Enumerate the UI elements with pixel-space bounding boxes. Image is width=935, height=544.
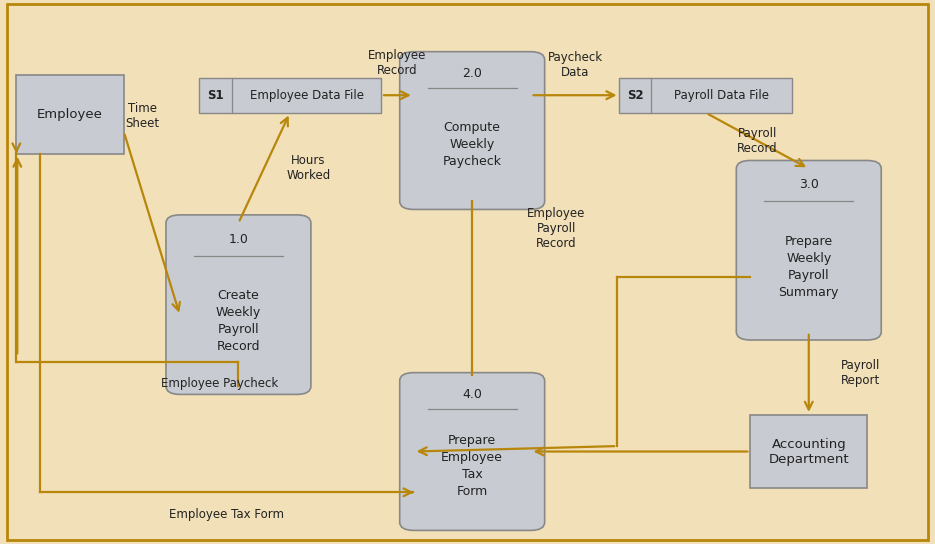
FancyBboxPatch shape: [7, 4, 928, 540]
Text: Prepare
Employee
Tax
Form: Prepare Employee Tax Form: [441, 434, 503, 498]
Bar: [16, 75, 124, 153]
Text: Prepare
Weekly
Payroll
Summary: Prepare Weekly Payroll Summary: [779, 234, 839, 299]
Text: Employee Data File: Employee Data File: [250, 89, 364, 102]
FancyBboxPatch shape: [166, 215, 310, 394]
Text: Paycheck
Data: Paycheck Data: [548, 51, 602, 79]
Text: Accounting
Department: Accounting Department: [769, 437, 849, 466]
Text: 3.0: 3.0: [798, 178, 819, 191]
Text: 2.0: 2.0: [462, 67, 482, 81]
FancyBboxPatch shape: [737, 160, 881, 340]
Text: Employee
Record: Employee Record: [368, 48, 426, 77]
Bar: [750, 415, 868, 489]
Text: Employee
Payroll
Record: Employee Payroll Record: [527, 207, 585, 250]
Text: Hours
Worked: Hours Worked: [286, 154, 331, 182]
Text: Payroll
Record: Payroll Record: [737, 127, 778, 154]
Text: 1.0: 1.0: [228, 233, 249, 246]
Text: Create
Weekly
Payroll
Record: Create Weekly Payroll Record: [216, 289, 261, 353]
Text: Payroll
Report: Payroll Report: [841, 360, 880, 387]
Text: Compute
Weekly
Paycheck: Compute Weekly Paycheck: [442, 121, 502, 168]
FancyBboxPatch shape: [400, 373, 544, 530]
Text: Payroll Data File: Payroll Data File: [674, 89, 770, 102]
FancyBboxPatch shape: [400, 52, 544, 209]
Bar: [619, 78, 792, 113]
Text: Employee Paycheck: Employee Paycheck: [161, 377, 279, 390]
Text: Time
Sheet: Time Sheet: [125, 102, 160, 129]
Text: S1: S1: [208, 89, 223, 102]
Text: Employee Tax Form: Employee Tax Form: [169, 508, 284, 521]
Text: 4.0: 4.0: [462, 388, 482, 401]
Text: S2: S2: [627, 89, 644, 102]
Bar: [198, 78, 381, 113]
Text: Employee: Employee: [37, 108, 103, 121]
